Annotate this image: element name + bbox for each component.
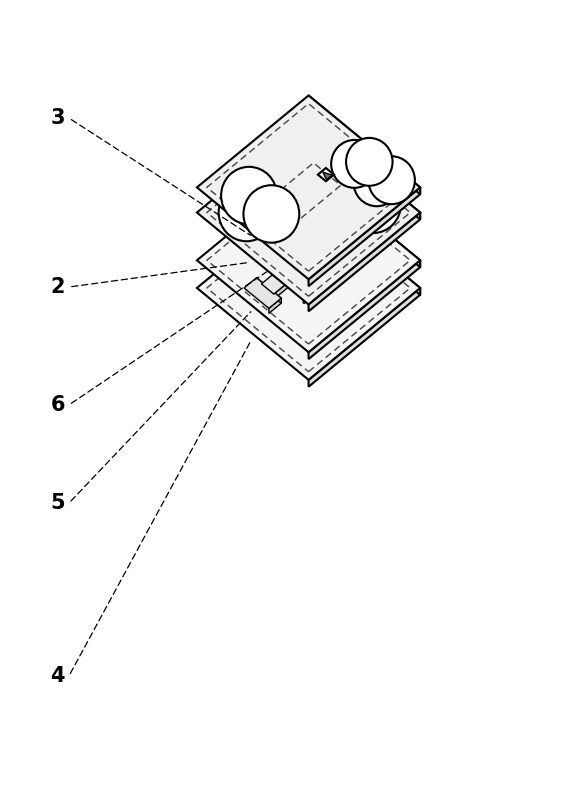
Polygon shape (249, 229, 306, 276)
Polygon shape (360, 230, 372, 247)
Polygon shape (271, 222, 299, 245)
Ellipse shape (221, 167, 277, 224)
Polygon shape (286, 238, 311, 263)
Ellipse shape (346, 138, 392, 186)
Text: 6: 6 (50, 395, 65, 414)
Polygon shape (315, 223, 320, 233)
Polygon shape (307, 221, 332, 246)
Polygon shape (234, 171, 383, 293)
Polygon shape (356, 239, 378, 262)
Polygon shape (301, 221, 332, 245)
Polygon shape (325, 214, 331, 225)
Polygon shape (308, 213, 420, 311)
Polygon shape (356, 215, 368, 230)
Polygon shape (244, 278, 281, 308)
Polygon shape (305, 258, 311, 268)
Polygon shape (280, 238, 311, 263)
Polygon shape (323, 172, 332, 179)
Polygon shape (335, 203, 378, 244)
Polygon shape (291, 229, 321, 254)
Polygon shape (311, 179, 368, 225)
Polygon shape (288, 214, 310, 237)
Ellipse shape (219, 183, 275, 241)
Polygon shape (336, 232, 342, 241)
Polygon shape (197, 95, 420, 279)
Polygon shape (304, 233, 383, 303)
Polygon shape (293, 267, 306, 281)
Polygon shape (277, 222, 299, 246)
Polygon shape (292, 205, 320, 228)
Ellipse shape (244, 185, 299, 243)
Polygon shape (269, 299, 281, 314)
Ellipse shape (368, 156, 415, 204)
Polygon shape (347, 223, 352, 233)
Polygon shape (197, 168, 420, 353)
Polygon shape (197, 196, 420, 380)
Polygon shape (313, 171, 383, 233)
Polygon shape (274, 243, 336, 299)
Polygon shape (323, 233, 336, 248)
Polygon shape (308, 288, 420, 387)
Polygon shape (282, 214, 310, 237)
Polygon shape (256, 278, 281, 303)
Polygon shape (308, 121, 420, 219)
Polygon shape (296, 229, 321, 255)
Polygon shape (313, 175, 383, 238)
Polygon shape (308, 168, 420, 268)
Polygon shape (298, 205, 320, 229)
Polygon shape (304, 228, 383, 299)
Polygon shape (261, 233, 336, 294)
Polygon shape (312, 212, 342, 237)
Polygon shape (349, 230, 372, 249)
Polygon shape (319, 187, 341, 211)
Polygon shape (336, 206, 341, 216)
Polygon shape (312, 203, 378, 257)
Polygon shape (293, 241, 299, 250)
Polygon shape (317, 212, 342, 237)
Polygon shape (308, 196, 331, 220)
Polygon shape (328, 203, 352, 229)
Ellipse shape (345, 175, 401, 233)
Polygon shape (303, 196, 331, 219)
Text: 3: 3 (50, 108, 65, 128)
Polygon shape (308, 95, 420, 195)
Polygon shape (308, 196, 420, 295)
Polygon shape (323, 203, 352, 228)
Ellipse shape (331, 140, 378, 188)
Polygon shape (315, 249, 321, 259)
Text: 5: 5 (50, 493, 65, 513)
Ellipse shape (315, 151, 371, 209)
Text: 2: 2 (50, 277, 65, 297)
Polygon shape (304, 232, 310, 241)
Polygon shape (261, 229, 306, 271)
Polygon shape (308, 260, 420, 359)
Polygon shape (326, 241, 332, 250)
Polygon shape (313, 187, 341, 210)
Polygon shape (308, 187, 420, 286)
Polygon shape (323, 179, 368, 220)
Polygon shape (197, 121, 420, 304)
Polygon shape (360, 240, 372, 256)
Text: 4: 4 (50, 666, 65, 686)
Ellipse shape (353, 158, 400, 206)
Polygon shape (318, 168, 334, 181)
Polygon shape (234, 175, 383, 299)
